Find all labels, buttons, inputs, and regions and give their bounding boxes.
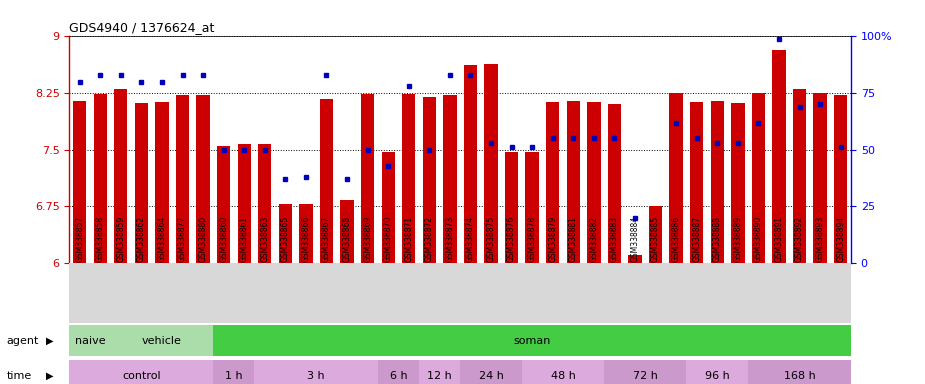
Bar <box>69 360 214 384</box>
Bar <box>176 95 190 263</box>
Bar <box>752 93 765 263</box>
Bar <box>834 95 847 263</box>
Text: soman: soman <box>513 336 551 346</box>
Bar <box>254 360 378 384</box>
Bar <box>155 102 168 263</box>
Text: 24 h: 24 h <box>478 371 503 381</box>
Bar <box>522 360 604 384</box>
Bar <box>299 204 313 263</box>
Bar <box>793 89 807 263</box>
Bar <box>278 204 292 263</box>
Text: 1 h: 1 h <box>225 371 242 381</box>
Bar <box>217 146 230 263</box>
Text: 3 h: 3 h <box>307 371 325 381</box>
Bar <box>402 94 415 263</box>
Bar <box>214 360 254 384</box>
Bar <box>525 152 539 263</box>
Text: 72 h: 72 h <box>633 371 658 381</box>
Bar <box>419 360 461 384</box>
Bar <box>608 104 622 263</box>
Bar <box>93 94 107 263</box>
Text: control: control <box>122 371 161 381</box>
Text: 168 h: 168 h <box>783 371 816 381</box>
Text: ▶: ▶ <box>46 371 54 381</box>
Bar <box>378 360 419 384</box>
Bar <box>546 102 560 263</box>
Text: 6 h: 6 h <box>389 371 407 381</box>
Bar <box>69 325 110 356</box>
Bar <box>748 360 851 384</box>
Bar <box>114 89 128 263</box>
Text: 12 h: 12 h <box>427 371 452 381</box>
Bar <box>567 101 580 263</box>
Bar <box>110 325 214 356</box>
Bar <box>731 103 745 263</box>
Bar <box>443 95 457 263</box>
Text: GDS4940 / 1376624_at: GDS4940 / 1376624_at <box>69 21 215 34</box>
Bar <box>710 101 724 263</box>
Text: 48 h: 48 h <box>550 371 575 381</box>
Bar <box>135 103 148 263</box>
Bar <box>485 65 498 263</box>
Bar <box>686 360 748 384</box>
Bar <box>214 325 851 356</box>
Bar <box>813 93 827 263</box>
Bar <box>461 360 522 384</box>
Bar <box>340 200 353 263</box>
Bar <box>73 101 86 263</box>
Text: time: time <box>6 371 31 381</box>
Bar <box>238 144 251 263</box>
Text: ▶: ▶ <box>46 336 54 346</box>
Text: naive: naive <box>75 336 105 346</box>
Bar <box>604 360 686 384</box>
Bar <box>587 102 600 263</box>
Bar <box>423 97 436 263</box>
Bar <box>670 93 683 263</box>
Bar <box>361 94 375 263</box>
Text: 96 h: 96 h <box>705 371 730 381</box>
Bar <box>649 207 662 263</box>
Bar <box>196 95 210 263</box>
Bar <box>772 50 785 263</box>
Bar <box>690 102 703 263</box>
Bar <box>628 255 642 263</box>
Bar <box>505 152 518 263</box>
Text: agent: agent <box>6 336 39 346</box>
Bar <box>320 99 333 263</box>
Bar <box>258 144 271 263</box>
Text: vehicle: vehicle <box>142 336 182 346</box>
Bar <box>381 152 395 263</box>
Bar <box>463 65 477 263</box>
